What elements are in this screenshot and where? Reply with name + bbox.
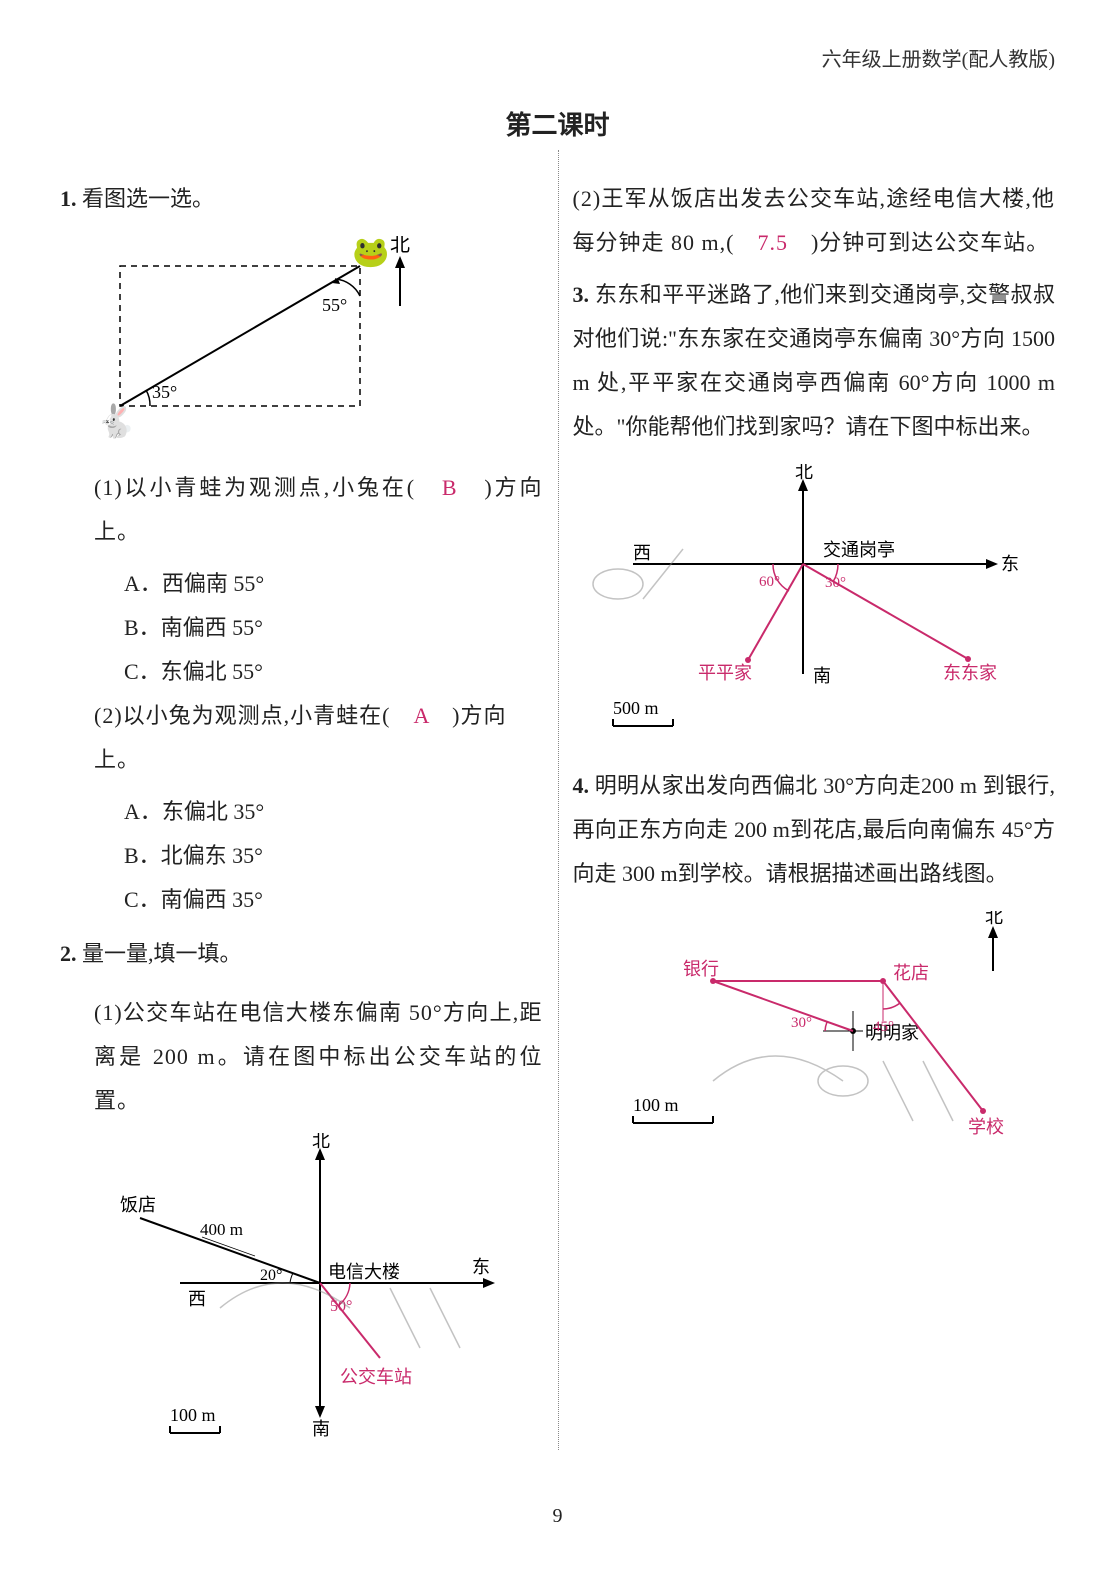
q1-sub1-prompt: (1)以小青蛙为观测点,小兔在(: [94, 475, 442, 500]
question-3: 3. 东东和平平迷路了,他们来到交通岗亭,交警叔叔对他们说:"东东家在交通岗亭东…: [573, 273, 1056, 449]
north-label: 北: [390, 236, 410, 256]
q2-number: 2.: [60, 941, 77, 966]
q1-sub2-answer: A: [413, 703, 429, 728]
q4-svg: 北 明明家 银行 30° 花店: [573, 911, 1033, 1171]
restaurant-label: 饭店: [120, 1195, 156, 1215]
dongdong-label: 东东家: [943, 663, 997, 683]
q1-sub1-optB: B．南偏西 55°: [60, 606, 543, 650]
q1-title: 看图选一选。: [82, 186, 214, 211]
column-divider: [558, 150, 559, 1450]
bank-label: 银行: [683, 959, 719, 979]
q2-sub2-end: )分钟可到达公交车站。: [788, 230, 1049, 255]
north-label: 北: [312, 1133, 330, 1151]
west-label: 西: [188, 1289, 206, 1309]
north-label: 北: [795, 464, 813, 482]
scale-label: 100 m: [633, 1095, 679, 1115]
q3-text: 东东和平平迷路了,他们来到交通岗亭,交警叔叔对他们说:"东东家在交通岗亭东偏南 …: [573, 282, 1056, 439]
q3-svg: 北 南 西 东 交通岗亭 30° 东东家 60° 平平家 500 m: [573, 464, 1033, 744]
question-4: 4. 明明从家出发向西偏北 30°方向走200 m 到银行,再向正东方向走 20…: [573, 764, 1056, 896]
florist-label: 花店: [893, 963, 929, 983]
q1-sub2: (2)以小兔为观测点,小青蛙在( A )方向上。: [60, 694, 543, 782]
q4-text: 明明从家出发向西偏北 30°方向走200 m 到银行,再向正东方向走 200 m…: [573, 773, 1056, 886]
rabbit-icon: 🐇: [96, 403, 136, 439]
scale-label: 100 m: [170, 1405, 216, 1425]
watermark-icon: [713, 1056, 953, 1121]
left-column: 1. 看图选一选。 北 35° 55° 🐇: [60, 177, 543, 1473]
q4-number: 4.: [573, 773, 590, 798]
question-1: 1. 看图选一选。: [60, 177, 543, 221]
q1-sub1-optC: C．东偏北 55°: [60, 650, 543, 694]
q2-sub2: (2)王军从饭店出发去公交车站,途经电信大楼,他每分钟走 80 m,( 7.5 …: [573, 177, 1056, 265]
q3-diagram: 北 南 西 东 交通岗亭 30° 东东家 60° 平平家 500 m: [573, 464, 1056, 744]
section-title: 第二课时: [60, 100, 1055, 152]
question-2: 2. 量一量,填一填。: [60, 932, 543, 976]
q2-title: 量一量,填一填。: [82, 941, 242, 966]
q2-svg: 北 南 西 东 饭店 400 m 20° 电信大楼 50° 公交车站 100 m: [90, 1133, 520, 1453]
q3-number: 3.: [573, 282, 590, 307]
page-header: 六年级上册数学(配人教版): [60, 40, 1055, 80]
q1-sub2-optC: C．南偏西 35°: [60, 878, 543, 922]
south-label: 南: [813, 666, 831, 686]
q1-sub1-answer: B: [442, 475, 458, 500]
q4-diagram: 北 明明家 银行 30° 花店: [573, 911, 1056, 1171]
q2-sub2-answer: 7.5: [757, 230, 788, 255]
dist400: 400 m: [200, 1220, 243, 1239]
q2-sub1: (1)公交车站在电信大楼东偏南 50°方向上,距离是 200 m。请在图中标出公…: [60, 991, 543, 1123]
q1-svg: 北 35° 55° 🐇 🐸: [90, 236, 430, 446]
q1-sub2-optA: A．东偏北 35°: [60, 790, 543, 834]
frog-icon: 🐸: [352, 236, 389, 269]
q2-diagram: 北 南 西 东 饭店 400 m 20° 电信大楼 50° 公交车站 100 m: [90, 1133, 543, 1453]
page-number: 9: [553, 1496, 563, 1536]
pingping-label: 平平家: [698, 663, 752, 683]
scale-label: 500 m: [613, 698, 659, 718]
angle-60: 60°: [759, 574, 780, 590]
q1-sub1: (1)以小青蛙为观测点,小兔在( B )方向上。: [60, 466, 543, 554]
watermark-icon: [220, 1283, 460, 1348]
school-label: 学校: [968, 1117, 1004, 1137]
angle-55: 55°: [322, 295, 347, 315]
east-label: 东: [472, 1257, 490, 1277]
angle-30: 30°: [825, 575, 846, 591]
angle-30: 30°: [791, 1015, 812, 1031]
telecom-label: 电信大楼: [328, 1262, 400, 1282]
angle-35: 35°: [152, 382, 177, 402]
q1-sub1-optA: A．西偏南 55°: [60, 562, 543, 606]
angle-20: 20°: [260, 1267, 282, 1284]
south-label: 南: [312, 1419, 330, 1439]
q1-number: 1.: [60, 186, 77, 211]
west-label: 西: [633, 543, 651, 563]
q1-sub2-prompt: (2)以小兔为观测点,小青蛙在(: [94, 703, 413, 728]
q1-diagram: 北 35° 55° 🐇 🐸: [90, 236, 543, 446]
north-label: 北: [985, 911, 1003, 927]
busstop-label: 公交车站: [340, 1367, 412, 1387]
angle-45: 45°: [873, 1019, 894, 1035]
east-label: 东: [1001, 554, 1019, 574]
center-label: 交通岗亭: [823, 540, 895, 560]
right-column: (2)王军从饭店出发去公交车站,途经电信大楼,他每分钟走 80 m,( 7.5 …: [573, 177, 1056, 1473]
q1-sub2-optB: B．北偏东 35°: [60, 834, 543, 878]
